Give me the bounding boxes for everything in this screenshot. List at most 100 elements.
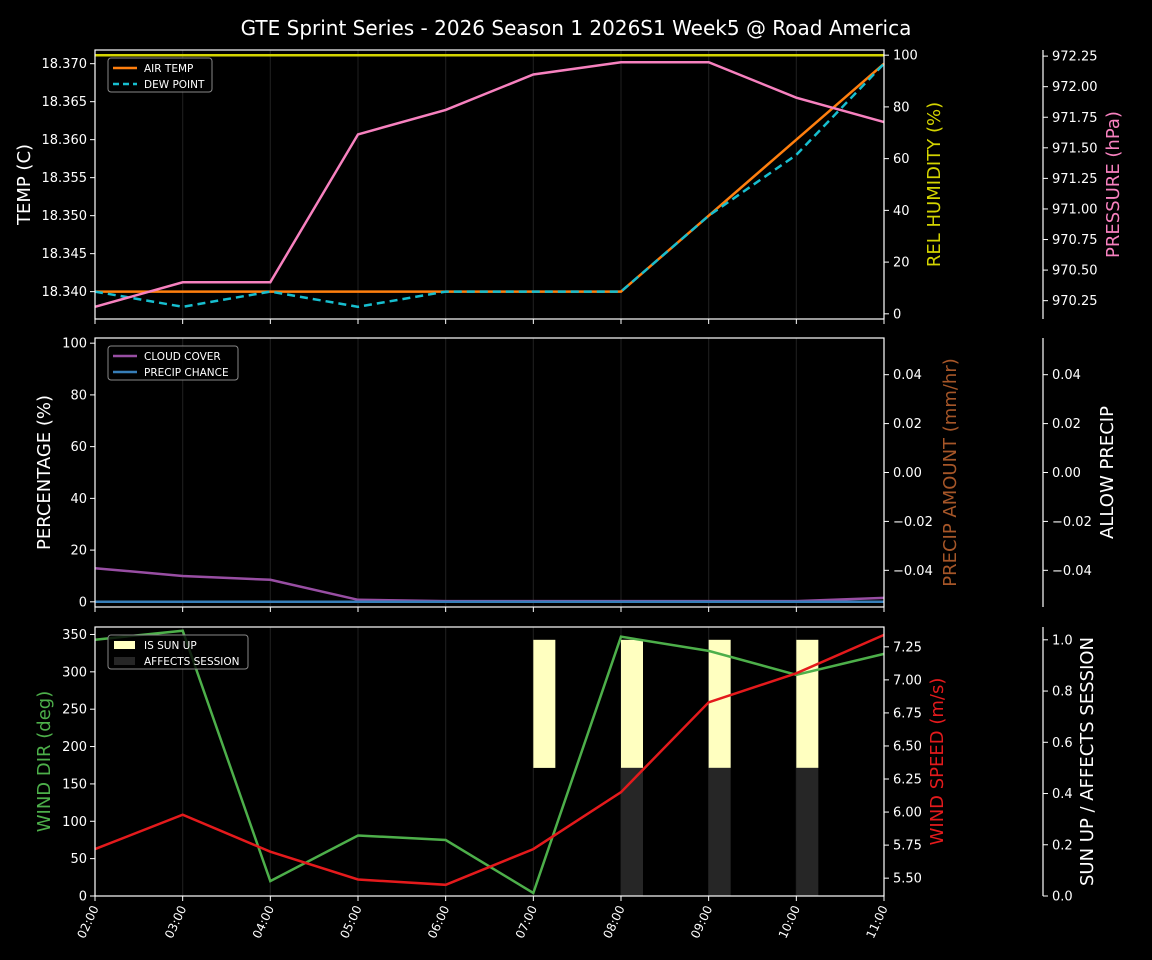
svg-text:6.25: 6.25 — [893, 773, 922, 788]
chart-title: GTE Sprint Series - 2026 Season 1 2026S1… — [241, 16, 912, 40]
x-tick-label: 10:00 — [776, 903, 803, 940]
svg-text:7.25: 7.25 — [893, 640, 922, 655]
svg-text:971.00: 971.00 — [1052, 202, 1098, 217]
svg-text:0.4: 0.4 — [1052, 787, 1073, 802]
svg-text:18.370: 18.370 — [42, 57, 88, 72]
svg-text:6.50: 6.50 — [893, 739, 922, 754]
right-axis-label: REL HUMIDITY (%) — [924, 102, 945, 267]
svg-text:60: 60 — [70, 440, 87, 455]
svg-text:0.02: 0.02 — [1052, 417, 1081, 432]
legend: CLOUD COVER PRECIP CHANCE — [107, 345, 239, 381]
svg-text:0.6: 0.6 — [1052, 736, 1073, 751]
svg-text:18.350: 18.350 — [42, 209, 88, 224]
svg-text:AIR TEMP: AIR TEMP — [144, 63, 193, 75]
svg-text:18.360: 18.360 — [42, 133, 88, 148]
second-right-axis-label: SUN UP / AFFECTS SESSION — [1077, 637, 1098, 886]
x-tick-label: 02:00 — [74, 903, 101, 940]
x-tick-label: 07:00 — [513, 903, 540, 940]
svg-text:20: 20 — [893, 256, 910, 271]
svg-text:200: 200 — [62, 740, 87, 755]
bar-affects-session — [796, 767, 819, 896]
bar-is-sun-up — [796, 639, 819, 768]
svg-text:IS SUN UP: IS SUN UP — [144, 640, 197, 652]
svg-text:0.0: 0.0 — [1052, 890, 1073, 905]
x-tick-label: 05:00 — [337, 903, 364, 940]
panel-precipitation: 0 20 40 60 80 100 −0.04 −0.02 0.00 0.02 0.04 −0.04 −… — [34, 337, 1118, 612]
svg-text:0.00: 0.00 — [1052, 466, 1081, 481]
svg-text:80: 80 — [70, 388, 87, 403]
second-right-axis-label: PRESSURE (hPa) — [1103, 111, 1124, 258]
svg-text:0.00: 0.00 — [893, 466, 922, 481]
svg-text:150: 150 — [62, 777, 87, 792]
panel-wind: 0 50 100 150 200 250 300 350 5.50 5.75 6.00 6.25 6.5… — [34, 626, 1098, 941]
x-tick-label: 08:00 — [600, 903, 627, 940]
svg-text:0.04: 0.04 — [893, 368, 922, 383]
series-air-temp — [95, 62, 885, 293]
x-tick-label: 11:00 — [863, 903, 890, 940]
svg-text:−0.02: −0.02 — [1052, 515, 1092, 530]
x-tick-label: 03:00 — [162, 903, 189, 940]
svg-text:60: 60 — [893, 152, 910, 167]
svg-text:18.340: 18.340 — [42, 285, 88, 300]
svg-text:0.8: 0.8 — [1052, 685, 1073, 700]
svg-text:970.50: 970.50 — [1052, 264, 1098, 279]
svg-text:250: 250 — [62, 703, 87, 718]
left-axis-label: TEMP (C) — [14, 144, 35, 226]
svg-text:0: 0 — [79, 890, 87, 905]
svg-text:5.75: 5.75 — [893, 839, 922, 854]
bar-is-sun-up — [533, 639, 556, 768]
svg-text:100: 100 — [62, 337, 87, 352]
right-axis-label: PRECIP AMOUNT (mm/hr) — [940, 358, 961, 587]
svg-text:18.345: 18.345 — [42, 247, 88, 262]
left-axis-label: PERCENTAGE (%) — [34, 395, 55, 550]
svg-text:−0.04: −0.04 — [1052, 564, 1092, 579]
x-tick-label: 04:00 — [250, 903, 277, 940]
bar-affects-session — [621, 767, 643, 896]
svg-text:6.00: 6.00 — [893, 806, 922, 821]
svg-text:0.02: 0.02 — [893, 417, 922, 432]
svg-text:970.25: 970.25 — [1052, 294, 1098, 309]
legend: IS SUN UP AFFECTS SESSION — [107, 634, 249, 670]
svg-text:20: 20 — [70, 544, 87, 559]
svg-text:300: 300 — [62, 665, 87, 680]
series-cloud-cover — [94, 566, 885, 603]
second-right-axis-label: ALLOW PRECIP — [1097, 406, 1118, 539]
svg-text:971.50: 971.50 — [1052, 141, 1098, 156]
series-pressure — [94, 60, 885, 309]
svg-text:18.355: 18.355 — [42, 171, 88, 186]
bar-is-sun-up — [621, 639, 643, 768]
svg-text:350: 350 — [62, 628, 87, 643]
series-wind-dir — [94, 629, 885, 895]
svg-text:0: 0 — [893, 307, 901, 322]
svg-text:971.25: 971.25 — [1052, 172, 1098, 187]
x-tick-label: 09:00 — [688, 903, 715, 940]
bar-affects-session — [708, 767, 731, 896]
series-wind-speed — [94, 633, 885, 887]
svg-text:5.50: 5.50 — [893, 872, 922, 887]
svg-text:DEW POINT: DEW POINT — [144, 79, 205, 91]
svg-text:−0.04: −0.04 — [893, 564, 933, 579]
chart-panels: 18.340 18.345 18.350 18.355 18.360 18.365 18.3… — [14, 49, 1124, 941]
svg-text:AFFECTS SESSION: AFFECTS SESSION — [144, 656, 240, 668]
svg-text:−0.02: −0.02 — [893, 515, 933, 530]
svg-text:40: 40 — [893, 204, 910, 219]
left-axis-label: WIND DIR (deg) — [34, 691, 55, 833]
svg-text:18.365: 18.365 — [42, 95, 88, 110]
series-dew-point — [94, 62, 885, 309]
legend: AIR TEMP DEW POINT — [107, 57, 213, 93]
svg-text:50: 50 — [70, 852, 87, 867]
svg-text:CLOUD COVER: CLOUD COVER — [144, 351, 221, 363]
svg-text:PRECIP CHANCE: PRECIP CHANCE — [144, 367, 229, 379]
svg-text:40: 40 — [70, 492, 87, 507]
svg-text:0.04: 0.04 — [1052, 368, 1081, 383]
x-tick-label: 06:00 — [425, 903, 452, 940]
svg-text:100: 100 — [893, 49, 918, 64]
svg-text:6.75: 6.75 — [893, 706, 922, 721]
svg-text:1.0: 1.0 — [1052, 633, 1073, 648]
svg-text:971.75: 971.75 — [1052, 111, 1098, 126]
panel-temperature: 18.340 18.345 18.350 18.355 18.360 18.365 18.3… — [14, 49, 1124, 324]
svg-text:970.75: 970.75 — [1052, 233, 1098, 248]
svg-text:80: 80 — [893, 100, 910, 115]
right-axis-label: WIND SPEED (m/s) — [927, 678, 948, 846]
